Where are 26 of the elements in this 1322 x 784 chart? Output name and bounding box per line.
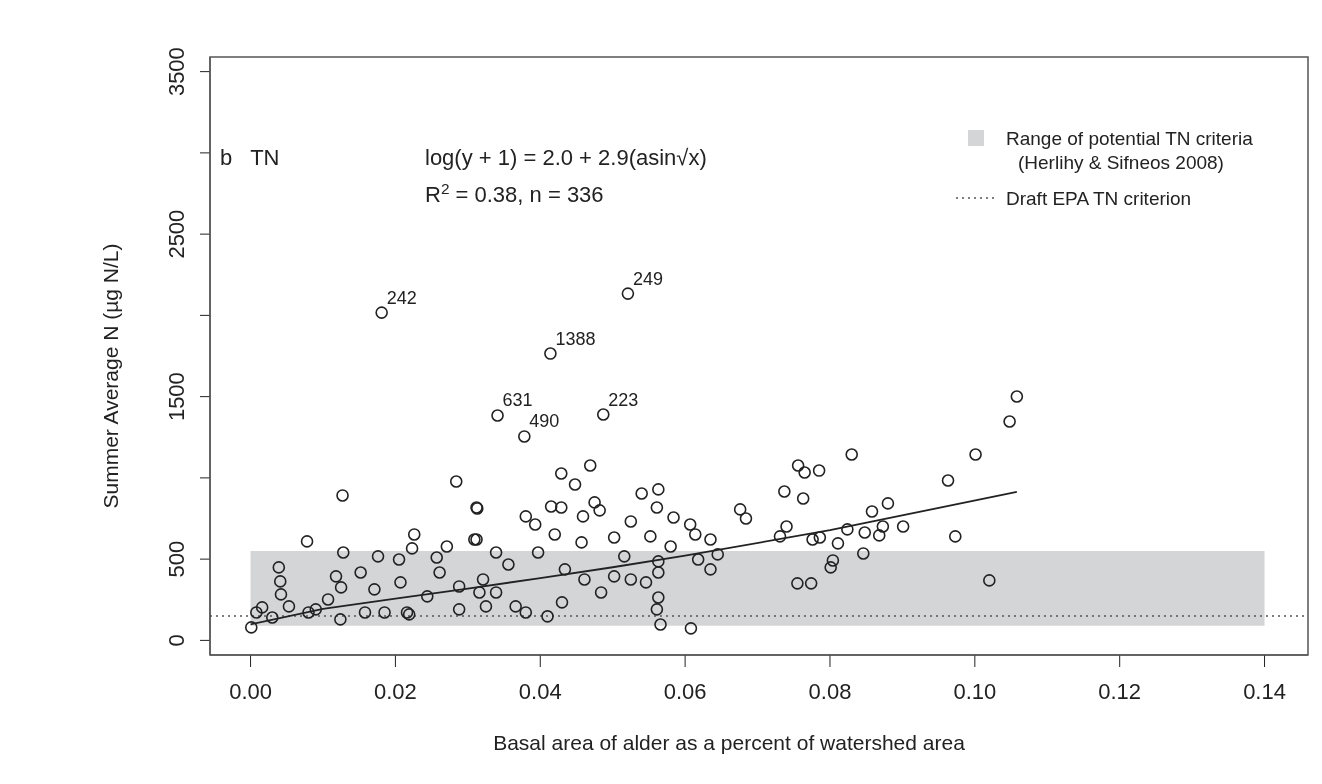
x-tick-label: 0.04 — [518, 679, 562, 704]
x-tick-label: 0.02 — [374, 679, 417, 704]
x-tick-label: 0.14 — [1243, 679, 1286, 704]
annotation: 631 — [502, 390, 533, 411]
x-tick-label: 0.06 — [663, 679, 707, 704]
legend-label: Range of potential TN criteria (Herlihy & Sifneos 2008) — [1006, 128, 1254, 173]
x-tick-label: 0.12 — [1098, 679, 1142, 704]
y-tick-label: 0 — [164, 634, 189, 647]
y-axis-title: Summer Average N (µg N/L) — [99, 243, 122, 509]
y-tick-label: 2500 — [164, 209, 189, 259]
annotation: 223 — [608, 389, 639, 410]
annotation: log(y + 1) = 2.0 + 2.9(asin√x) — [425, 145, 707, 170]
annotation: 249 — [632, 268, 663, 289]
legend-label: Draft EPA TN criterion — [1006, 188, 1192, 209]
x-axis-title: Basal area of alder as a percent of watershed area — [493, 731, 966, 754]
annotation: 242 — [386, 287, 417, 308]
annotation: 1388 — [555, 328, 596, 349]
x-tick-label: 0.10 — [953, 679, 997, 704]
x-tick-label: 0.08 — [808, 679, 852, 704]
x-tick-label: 0.00 — [229, 679, 272, 704]
annotation: 490 — [529, 411, 560, 432]
annotation: b TN — [220, 145, 280, 170]
y-tick-label: 1500 — [164, 372, 189, 422]
y-tick-label: 500 — [164, 540, 189, 578]
annotation: R$^{2}$ = 0.38, n = 336 — [425, 179, 604, 207]
y-tick-label: 3500 — [164, 47, 189, 97]
